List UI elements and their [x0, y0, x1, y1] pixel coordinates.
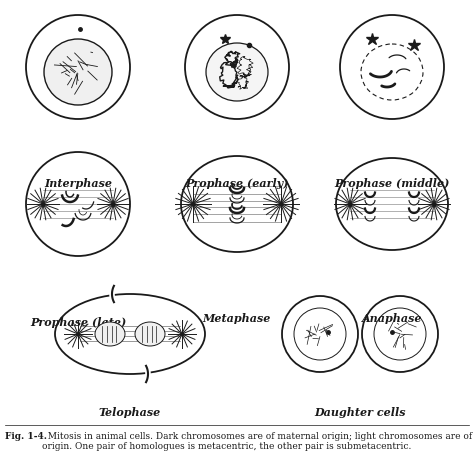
Text: Anaphase: Anaphase — [362, 312, 422, 323]
Text: Prophase (late): Prophase (late) — [30, 316, 126, 327]
Ellipse shape — [336, 159, 448, 251]
Text: Fig. 1-4.: Fig. 1-4. — [5, 431, 47, 440]
Text: Daughter cells: Daughter cells — [314, 406, 406, 417]
Ellipse shape — [362, 297, 438, 372]
Ellipse shape — [206, 44, 268, 102]
Ellipse shape — [44, 40, 112, 106]
Text: Mitosis in animal cells. Dark chromosomes are of maternal origin; light chromoso: Mitosis in animal cells. Dark chromosome… — [42, 431, 474, 450]
Ellipse shape — [340, 16, 444, 120]
Ellipse shape — [26, 16, 130, 120]
Ellipse shape — [55, 294, 205, 374]
Ellipse shape — [26, 153, 130, 257]
Text: Prophase (early): Prophase (early) — [185, 178, 289, 189]
Text: Metaphase: Metaphase — [203, 312, 271, 323]
Text: Telophase: Telophase — [99, 406, 161, 417]
Ellipse shape — [185, 16, 289, 120]
Ellipse shape — [95, 322, 125, 346]
Text: Prophase (middle): Prophase (middle) — [334, 178, 450, 189]
Text: Interphase: Interphase — [44, 178, 112, 189]
Ellipse shape — [282, 297, 358, 372]
Ellipse shape — [135, 322, 165, 346]
Ellipse shape — [181, 157, 293, 252]
